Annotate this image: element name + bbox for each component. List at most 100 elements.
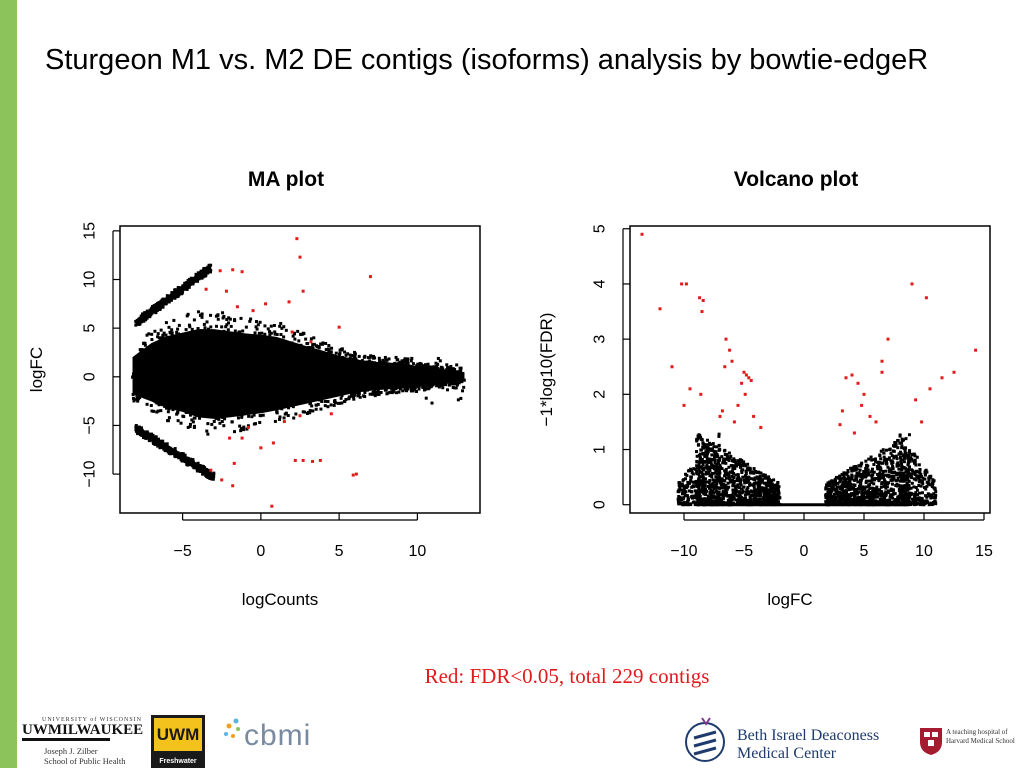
data-point [211,406,215,410]
data-point [420,365,424,369]
data-point [279,333,283,337]
data-point [900,464,904,468]
data-point [869,502,873,506]
data-point [709,498,713,502]
data-point [279,392,283,396]
data-point [288,390,292,394]
data-point [291,334,295,338]
data-point [701,478,705,482]
data-point [884,500,888,504]
data-point [927,494,931,498]
data-point [289,385,293,389]
data-point [340,401,344,405]
y-tick-label: 0 [82,372,99,381]
data-point [837,498,841,502]
data-point [852,497,856,501]
data-point [300,355,304,359]
data-point [900,446,904,450]
data-point [901,475,905,479]
data-point [180,459,184,463]
data-point [259,378,263,382]
data-point [706,450,710,454]
data-point [713,450,717,454]
data-point [904,498,908,502]
data-point [708,442,712,446]
data-point [452,370,456,374]
data-point [136,399,140,403]
x-tick-label: −10 [670,543,697,560]
data-point [739,465,743,469]
data-point [291,393,295,397]
data-point [402,378,406,382]
data-point [168,348,172,352]
data-point [361,362,365,366]
data-point [421,366,425,370]
data-point [700,310,704,314]
data-point [230,420,234,424]
data-point [159,409,163,413]
data-point [200,315,204,319]
data-point [734,491,738,495]
data-point [864,469,868,473]
data-point [153,372,157,376]
data-point [705,457,709,461]
data-point [767,497,771,501]
data-point [717,502,721,506]
data-point [777,491,781,495]
data-point [764,490,768,494]
data-point [339,396,343,400]
data-point [895,457,899,461]
data-point [760,486,764,490]
data-point [302,393,306,397]
data-point [157,373,161,377]
data-point [182,381,186,385]
data-point [912,452,916,456]
data-point [872,478,876,482]
data-point [399,372,403,376]
data-point [190,379,194,383]
data-point [354,375,358,379]
data-point [854,464,858,468]
data-point [353,352,357,356]
data-point [434,376,438,380]
data-point [711,447,715,451]
data-point [740,491,744,495]
data-point [212,392,216,396]
data-point [186,312,190,316]
data-point [194,354,198,358]
zilber-line1: Joseph J. Zilber [44,746,98,756]
data-point [215,324,219,328]
data-point [849,502,853,506]
data-point [736,403,740,407]
data-point [216,405,220,409]
data-point [737,479,741,483]
data-point [135,355,139,359]
data-point [719,497,723,501]
data-point [697,477,701,481]
data-point [890,500,894,504]
data-point [250,358,254,362]
data-point [739,478,743,482]
data-point [455,371,459,375]
data-point [270,343,274,347]
data-point [232,357,236,361]
data-point [774,500,778,504]
data-point [344,387,348,391]
volcano-points [676,432,938,507]
data-point [872,470,876,474]
data-point [319,407,323,411]
data-point [191,420,195,424]
data-point [690,468,694,472]
data-point [243,387,247,391]
cbmi-logo: cbmi [224,718,311,753]
data-point [327,395,331,399]
data-point [679,483,683,487]
data-point [170,404,174,408]
data-point [880,503,884,507]
data-point [156,371,160,375]
data-point [232,337,236,341]
data-point [826,481,830,485]
data-point [835,502,839,506]
data-point [754,488,758,492]
data-point [371,390,375,394]
